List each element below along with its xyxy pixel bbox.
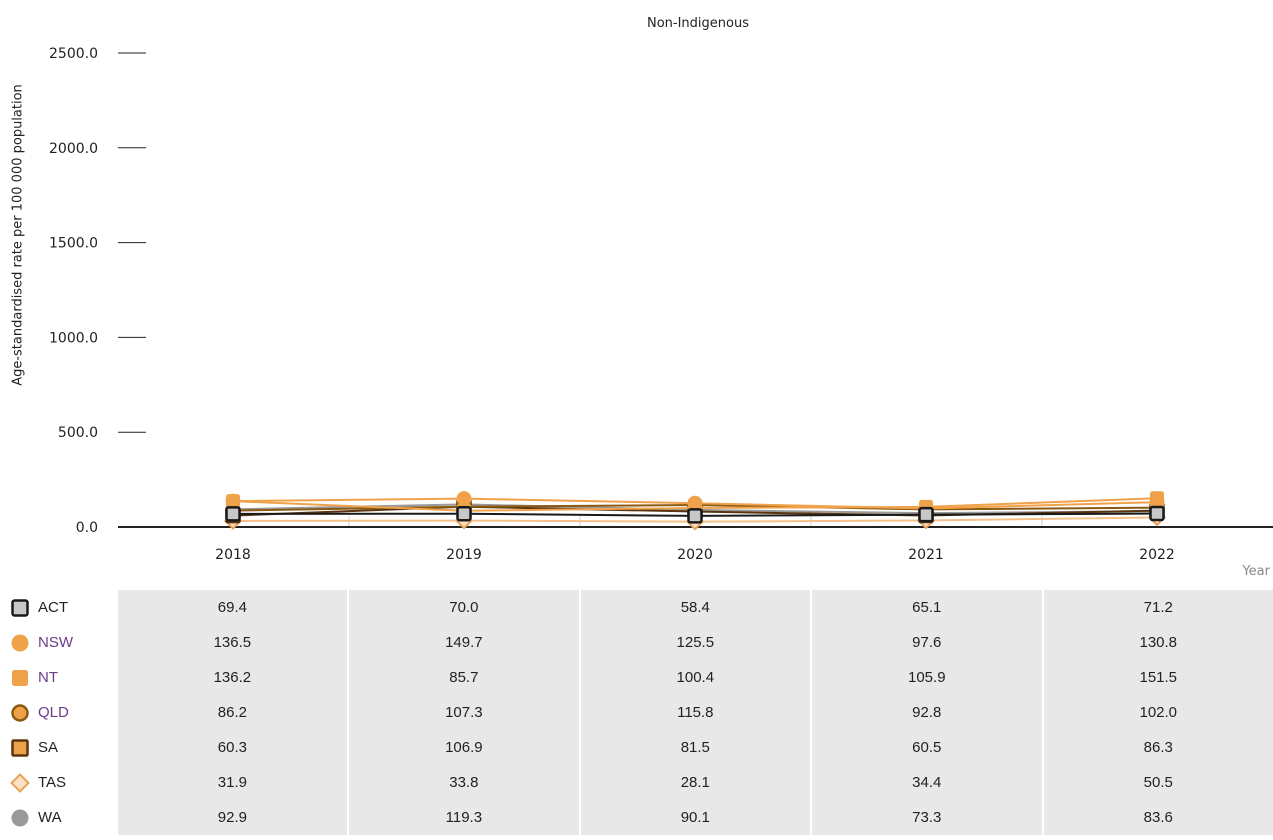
table-row: NT 136.2 85.7 100.4 105.9 151.5 bbox=[0, 660, 1273, 695]
y-tick-label: 0.0 bbox=[76, 520, 98, 536]
table-cell: 105.9 bbox=[810, 660, 1041, 695]
table-cell: 90.1 bbox=[579, 800, 810, 835]
legend-item-wa[interactable]: WA bbox=[0, 800, 118, 835]
table-cell: 28.1 bbox=[579, 765, 810, 800]
table-cell: 97.6 bbox=[810, 625, 1041, 660]
table-cell: 106.9 bbox=[347, 730, 578, 765]
y-tick-label: 2000.0 bbox=[49, 141, 98, 157]
table-cell: 115.8 bbox=[579, 695, 810, 730]
legend-marker-icon bbox=[10, 668, 30, 688]
x-tick-label: 2018 bbox=[215, 547, 251, 563]
x-tick-label: 2022 bbox=[1139, 547, 1175, 563]
table-cell: 85.7 bbox=[347, 660, 578, 695]
table-cell: 136.2 bbox=[118, 660, 347, 695]
data-point-act bbox=[689, 509, 702, 522]
data-point-act bbox=[227, 507, 240, 520]
data-point-nsw bbox=[688, 496, 702, 510]
data-point-nsw bbox=[226, 494, 240, 508]
table-cell: 107.3 bbox=[347, 695, 578, 730]
legend-marker-icon bbox=[10, 633, 30, 653]
legend-marker-icon bbox=[10, 738, 30, 758]
table-cell: 65.1 bbox=[810, 590, 1041, 625]
legend-item-tas[interactable]: TAS bbox=[0, 765, 118, 800]
table-cell: 130.8 bbox=[1042, 625, 1273, 660]
data-point-act bbox=[920, 508, 933, 521]
table-row: QLD 86.2 107.3 115.8 92.8 102.0 bbox=[0, 695, 1273, 730]
legend-label: ACT bbox=[38, 599, 68, 616]
legend-item-act[interactable]: ACT bbox=[0, 590, 118, 625]
legend-marker-shape bbox=[13, 705, 28, 720]
legend-item-nsw[interactable]: NSW bbox=[0, 625, 118, 660]
table-cell: 71.2 bbox=[1042, 590, 1273, 625]
data-point-nsw bbox=[457, 492, 471, 506]
table-row: SA 60.3 106.9 81.5 60.5 86.3 bbox=[0, 730, 1273, 765]
table-cell: 86.2 bbox=[118, 695, 347, 730]
legend-item-qld[interactable]: QLD bbox=[0, 695, 118, 730]
legend-marker-shape bbox=[13, 740, 28, 755]
table-cell: 149.7 bbox=[347, 625, 578, 660]
legend-item-nt[interactable]: NT bbox=[0, 660, 118, 695]
legend-label: WA bbox=[38, 809, 62, 826]
legend-marker-shape bbox=[12, 810, 28, 826]
table-cell: 92.8 bbox=[810, 695, 1041, 730]
legend-label: SA bbox=[38, 739, 58, 756]
table-cell: 69.4 bbox=[118, 590, 347, 625]
table-cell: 50.5 bbox=[1042, 765, 1273, 800]
table-cell: 81.5 bbox=[579, 730, 810, 765]
table-cell: 33.8 bbox=[347, 765, 578, 800]
legend-marker-icon bbox=[10, 773, 30, 793]
data-point-act bbox=[1151, 507, 1164, 520]
table-cell: 31.9 bbox=[118, 765, 347, 800]
table-cell: 60.5 bbox=[810, 730, 1041, 765]
x-tick-label: 2021 bbox=[908, 547, 944, 563]
table-row: ACT 69.4 70.0 58.4 65.1 71.2 bbox=[0, 590, 1273, 625]
table-cell: 136.5 bbox=[118, 625, 347, 660]
legend-marker-icon bbox=[10, 598, 30, 618]
legend-marker-shape bbox=[12, 774, 29, 791]
table-cell: 100.4 bbox=[579, 660, 810, 695]
table-cell: 60.3 bbox=[118, 730, 347, 765]
legend-marker-icon bbox=[10, 808, 30, 828]
plot-area: 0.0 500.0 1000.0 1500.0 2000.0 2500.0 2018 2019… bbox=[0, 0, 1273, 590]
legend-marker-shape bbox=[12, 635, 28, 651]
y-tick-label: 2500.0 bbox=[49, 46, 98, 62]
legend-label: QLD bbox=[38, 704, 69, 721]
legend-marker-icon bbox=[10, 703, 30, 723]
y-tick-label: 1500.0 bbox=[49, 236, 98, 252]
table-cell: 102.0 bbox=[1042, 695, 1273, 730]
data-point-act bbox=[458, 507, 471, 520]
legend-marker-shape bbox=[13, 600, 28, 615]
table-row: TAS 31.9 33.8 28.1 34.4 50.5 bbox=[0, 765, 1273, 800]
chart-area: Non-Indigenous Age-standardised rate per… bbox=[0, 0, 1273, 590]
table-cell: 92.9 bbox=[118, 800, 347, 835]
table-cell: 151.5 bbox=[1042, 660, 1273, 695]
table-row: WA 92.9 119.3 90.1 73.3 83.6 bbox=[0, 800, 1273, 835]
y-tick-label: 1000.0 bbox=[49, 330, 98, 346]
table-row: NSW 136.5 149.7 125.5 97.6 130.8 bbox=[0, 625, 1273, 660]
legend-item-sa[interactable]: SA bbox=[0, 730, 118, 765]
table-cell: 73.3 bbox=[810, 800, 1041, 835]
x-tick-label: 2019 bbox=[446, 547, 482, 563]
table-cell: 70.0 bbox=[347, 590, 578, 625]
x-tick-label: 2020 bbox=[677, 547, 713, 563]
x-axis-label: Year bbox=[1242, 564, 1270, 579]
legend-label: NSW bbox=[38, 634, 73, 651]
table-cell: 86.3 bbox=[1042, 730, 1273, 765]
legend-marker-shape bbox=[13, 670, 28, 685]
table-cell: 125.5 bbox=[579, 625, 810, 660]
data-table: ACT 69.4 70.0 58.4 65.1 71.2 NSW 136.5 149.7 125.… bbox=[0, 590, 1273, 835]
table-cell: 83.6 bbox=[1042, 800, 1273, 835]
table-cell: 34.4 bbox=[810, 765, 1041, 800]
y-tick-label: 500.0 bbox=[58, 425, 98, 441]
table-cell: 119.3 bbox=[347, 800, 578, 835]
legend-label: NT bbox=[38, 669, 58, 686]
table-cell: 58.4 bbox=[579, 590, 810, 625]
legend-label: TAS bbox=[38, 774, 66, 791]
